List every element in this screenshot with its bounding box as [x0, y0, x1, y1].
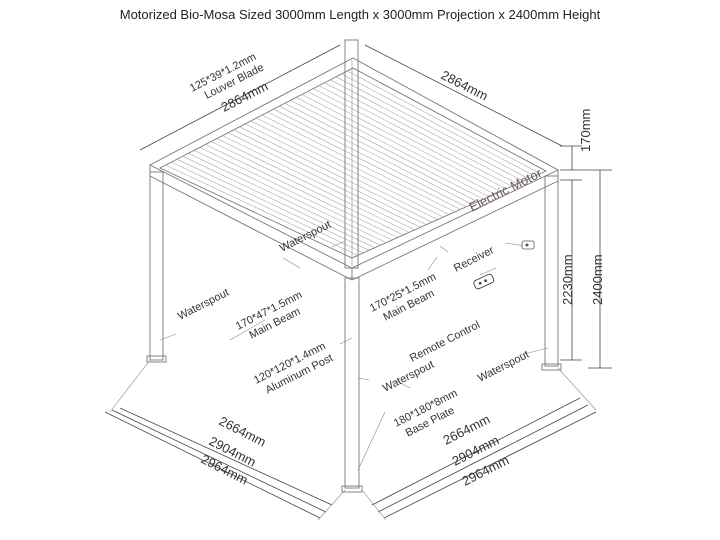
waterspout-left-label: Waterspout	[176, 287, 231, 323]
louver-slat	[216, 138, 410, 233]
louver-slat	[335, 76, 530, 179]
louver-slat	[307, 91, 501, 192]
louver-slat	[250, 120, 444, 218]
louver-slat	[188, 153, 381, 246]
remote-control-label: Remote Control	[408, 319, 482, 365]
louver-slat	[330, 79, 524, 182]
louver-slat	[205, 144, 398, 238]
main-beam-right-label: 170*25*1.5mm Main Beam	[368, 271, 438, 324]
louver-slat	[341, 73, 535, 177]
roof-frame	[149, 57, 559, 281]
louver-slats	[165, 70, 541, 256]
louver-slat	[227, 132, 421, 228]
dim-2400: 2400mm	[590, 254, 605, 305]
louver-slat	[313, 88, 507, 190]
louver-slat	[318, 85, 512, 187]
posts	[149, 39, 559, 489]
leader-lines	[159, 240, 549, 471]
dim-170: 170mm	[578, 109, 593, 152]
louver-slat	[193, 150, 387, 243]
waterspout-right-label: Waterspout	[476, 349, 531, 385]
dimension-lines	[104, 44, 612, 521]
louver-slat	[284, 103, 478, 202]
louver-slat	[256, 117, 450, 215]
louver-slat	[222, 135, 415, 231]
dim-top-right: 2864mm	[439, 67, 491, 103]
louver-slat	[233, 129, 427, 225]
remote-control-icon	[473, 273, 495, 290]
base-plates	[146, 355, 562, 493]
louver-slat	[199, 147, 393, 241]
dim-2230: 2230mm	[560, 254, 575, 305]
louver-slat	[171, 161, 364, 254]
louver-slat	[324, 82, 518, 185]
louver-slat	[279, 105, 472, 205]
louver-slat	[244, 123, 438, 220]
louver-slat	[347, 70, 541, 174]
diagram-title: Motorized Bio-Mosa Sized 3000mm Length x…	[119, 7, 601, 22]
aluminum-post-label: 120*120*1.4mm Aluminum Post	[252, 340, 335, 396]
main-beam-left-label: 170*47*1.5mm Main Beam	[234, 289, 304, 342]
louver-slat	[165, 164, 358, 256]
louver-slat	[262, 114, 455, 213]
waterspout-center-label: Waterspout	[278, 219, 333, 255]
louver-slat	[267, 111, 461, 210]
electric-motor-label: Electric Motor	[467, 165, 545, 215]
louver-slat	[210, 141, 404, 236]
waterspout-bottom-label: Waterspout	[381, 359, 436, 395]
louver-slat	[296, 97, 490, 197]
receiver-icon	[521, 240, 535, 250]
receiver-label: Receiver	[452, 244, 496, 275]
louver-slat	[239, 126, 433, 223]
louver-slat	[176, 158, 370, 251]
louver-slat	[301, 94, 495, 195]
louver-slat	[182, 155, 375, 249]
louver-slat	[273, 108, 467, 208]
louver-slat	[290, 100, 484, 200]
